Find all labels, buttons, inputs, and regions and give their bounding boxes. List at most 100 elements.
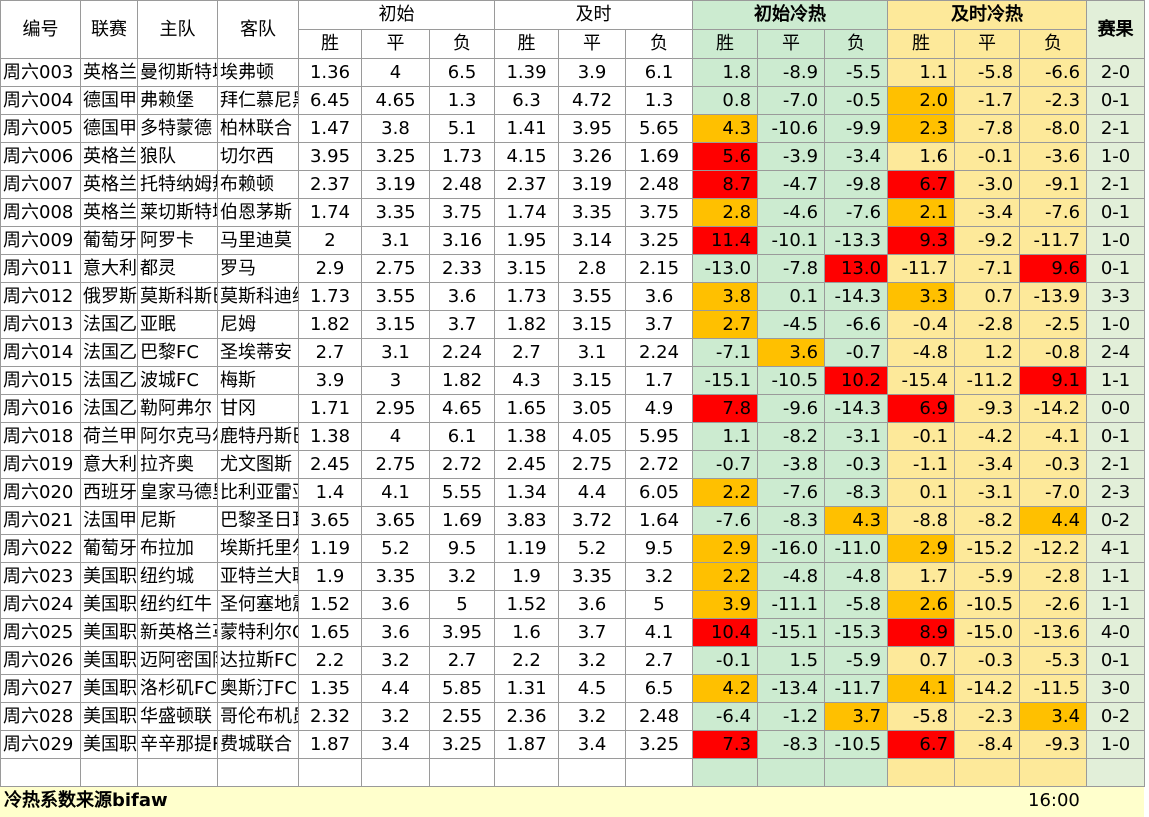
cell-current-heat-loss[interactable]: -12.2 [1019, 534, 1088, 563]
cell-current-win[interactable]: 1.19 [494, 534, 560, 563]
cell-league[interactable]: 俄罗斯超 [80, 282, 138, 311]
cell-initial-heat-win[interactable]: -13.0 [692, 254, 759, 283]
cell-match-id[interactable]: 周六014 [0, 338, 81, 367]
cell-initial-heat-win[interactable]: 11.4 [692, 226, 759, 255]
cell-home-team[interactable]: 弗赖堡 [137, 86, 218, 115]
header-initial[interactable]: 初始 [297, 0, 496, 30]
cell-initial-heat-draw[interactable]: 0.1 [757, 282, 826, 311]
cell-current-heat-draw[interactable]: -15.0 [954, 618, 1021, 647]
cell-initial-heat-loss[interactable]: 4.3 [824, 506, 889, 535]
cell-initial-heat-win[interactable]: 0.8 [692, 86, 759, 115]
cell-initial-heat-loss[interactable]: -5.8 [824, 590, 889, 619]
cell-home-team[interactable]: 狼队 [137, 142, 218, 171]
cell-away-team[interactable]: 比利亚雷亚尔 [217, 478, 299, 507]
cell-current-draw[interactable]: 3.72 [558, 506, 627, 535]
cell-initial-draw[interactable]: 2.95 [361, 394, 430, 423]
cell-current-loss[interactable]: 5.95 [625, 422, 694, 451]
cell-current-win[interactable]: 1.39 [494, 58, 560, 87]
cell-initial-heat-win[interactable]: 2.2 [692, 562, 759, 591]
cell-initial-heat-loss[interactable]: -7.6 [824, 198, 889, 227]
cell-current-heat-loss[interactable]: -9.1 [1019, 170, 1088, 199]
cell-home-team[interactable]: 纽约城 [137, 562, 218, 591]
cell-away-team[interactable]: 亚特兰大联 [217, 562, 299, 591]
cell-current-heat-win[interactable]: -11.7 [887, 254, 956, 283]
cell-current-win[interactable]: 4.15 [494, 142, 560, 171]
cell-initial-heat-draw[interactable]: -10.1 [757, 226, 826, 255]
cell-current-heat-loss[interactable]: -6.6 [1019, 58, 1088, 87]
cell-initial-win[interactable]: 1.36 [298, 58, 362, 87]
cell-current-draw[interactable]: 3.6 [558, 590, 627, 619]
cell-current-draw[interactable]: 2.8 [558, 254, 627, 283]
cell-current-win[interactable]: 2.37 [494, 170, 560, 199]
cell-current-heat-win[interactable]: 4.1 [887, 674, 956, 703]
cell-current-win[interactable]: 2.36 [494, 702, 560, 731]
cell-current-heat-draw[interactable]: -0.3 [954, 646, 1021, 675]
cell-current-loss[interactable]: 3.75 [625, 198, 694, 227]
cell-current-heat-loss[interactable]: -2.8 [1019, 562, 1088, 591]
cell-current-heat-loss[interactable]: -7.6 [1019, 198, 1088, 227]
cell-initial-heat-loss[interactable]: -9.8 [824, 170, 889, 199]
cell-initial-heat-loss[interactable]: -5.9 [824, 646, 889, 675]
cell-result[interactable]: 4-0 [1086, 618, 1146, 647]
cell-league[interactable]: 美国职业 [80, 702, 138, 731]
cell-current-loss[interactable]: 6.5 [625, 674, 694, 703]
cell-result[interactable]: 2-1 [1086, 114, 1146, 143]
cell-initial-loss[interactable]: 2.7 [428, 646, 496, 675]
cell-current-heat-win[interactable]: 2.6 [887, 590, 956, 619]
cell-current-draw[interactable]: 3.26 [558, 142, 627, 171]
cell-initial-loss[interactable]: 2.33 [428, 254, 496, 283]
cell-initial-loss[interactable]: 9.5 [428, 534, 496, 563]
cell-initial-win[interactable]: 2 [298, 226, 362, 255]
cell-current-heat-win[interactable]: 6.7 [887, 170, 956, 199]
cell-current-loss[interactable]: 6.1 [625, 58, 694, 87]
cell-league[interactable]: 意大利甲 [80, 254, 138, 283]
cell-away-team[interactable]: 拜仁慕尼黑 [217, 86, 299, 115]
cell-initial-heat-draw[interactable]: -4.6 [757, 198, 826, 227]
cell-initial-heat-win[interactable]: 8.7 [692, 170, 759, 199]
cell-current-loss[interactable]: 9.5 [625, 534, 694, 563]
cell-away-team[interactable]: 尼姆 [217, 310, 299, 339]
cell-current-draw[interactable]: 3.1 [558, 338, 627, 367]
cell-initial-heat-loss[interactable]: -3.1 [824, 422, 889, 451]
cell-initial-heat-loss[interactable]: -10.5 [824, 730, 889, 759]
cell-initial-win[interactable]: 2.2 [298, 646, 362, 675]
cell-current-heat-loss[interactable]: 3.4 [1019, 702, 1088, 731]
cell-current-win[interactable]: 2.2 [494, 646, 560, 675]
cell-current-win[interactable]: 4.3 [494, 366, 560, 395]
cell-current-heat-loss[interactable]: -2.3 [1019, 86, 1088, 115]
cell-home-team[interactable]: 辛辛那提FC [137, 730, 218, 759]
cell-result[interactable]: 0-1 [1086, 254, 1146, 283]
cell-current-draw[interactable]: 3.15 [558, 310, 627, 339]
cell-current-loss[interactable]: 2.15 [625, 254, 694, 283]
cell-initial-heat-draw[interactable]: -8.3 [757, 506, 826, 535]
cell-initial-heat-draw[interactable]: -3.9 [757, 142, 826, 171]
header-away[interactable]: 客队 [217, 0, 299, 59]
cell-result[interactable]: 2-1 [1086, 450, 1146, 479]
cell-current-heat-win[interactable]: -1.1 [887, 450, 956, 479]
cell-initial-heat-win[interactable]: 7.3 [692, 730, 759, 759]
header-result[interactable]: 赛果 [1086, 0, 1146, 59]
sub-cheat-loss[interactable]: 负 [1019, 29, 1088, 59]
cell-initial-draw[interactable]: 4.1 [361, 478, 430, 507]
cell-away-team[interactable]: 巴黎圣日耳曼 [217, 506, 299, 535]
cell-current-loss[interactable]: 5.65 [625, 114, 694, 143]
cell-current-win[interactable]: 3.83 [494, 506, 560, 535]
empty-cell[interactable] [1086, 758, 1146, 787]
cell-initial-heat-loss[interactable]: -0.3 [824, 450, 889, 479]
cell-current-win[interactable]: 1.74 [494, 198, 560, 227]
cell-current-heat-draw[interactable]: -5.9 [954, 562, 1021, 591]
cell-initial-loss[interactable]: 3.75 [428, 198, 496, 227]
header-league[interactable]: 联赛 [80, 0, 138, 59]
cell-current-win[interactable]: 1.9 [494, 562, 560, 591]
cell-initial-heat-loss[interactable]: 10.2 [824, 366, 889, 395]
sub-initial-draw[interactable]: 平 [361, 29, 430, 59]
header-current[interactable]: 及时 [494, 0, 694, 30]
cell-league[interactable]: 西班牙甲 [80, 478, 138, 507]
cell-initial-heat-win[interactable]: 3.8 [692, 282, 759, 311]
cell-current-heat-loss[interactable]: -0.8 [1019, 338, 1088, 367]
cell-current-heat-draw[interactable]: -10.5 [954, 590, 1021, 619]
cell-current-heat-win[interactable]: 1.1 [887, 58, 956, 87]
cell-initial-loss[interactable]: 1.82 [428, 366, 496, 395]
cell-current-win[interactable]: 1.34 [494, 478, 560, 507]
cell-current-win[interactable]: 1.52 [494, 590, 560, 619]
